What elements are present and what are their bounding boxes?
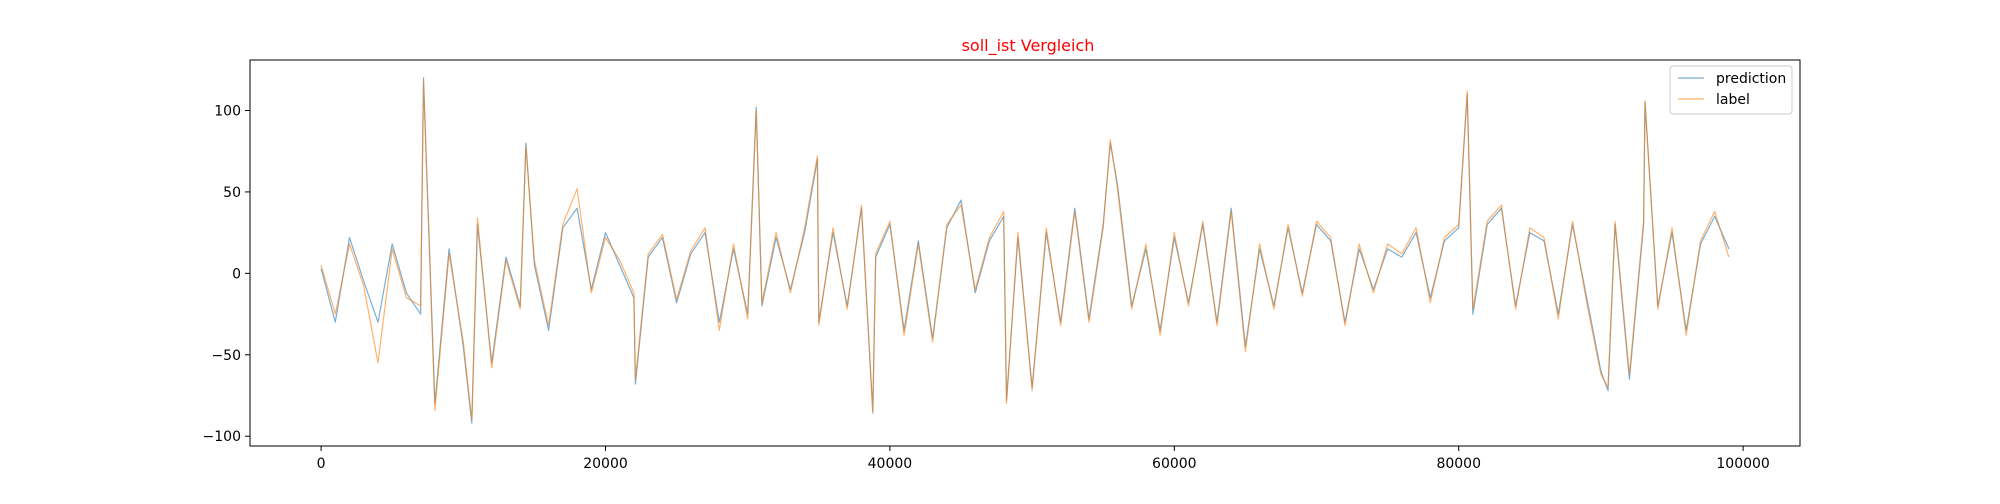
y-tick-label: 0 bbox=[232, 266, 241, 282]
series-line-label bbox=[320, 80, 1730, 421]
x-tick-label: 100000 bbox=[1716, 456, 1769, 472]
legend-label-label: label bbox=[1716, 92, 1750, 108]
y-tick-label: −100 bbox=[203, 429, 241, 445]
plot-frame bbox=[249, 59, 1801, 447]
y-tick-label: 100 bbox=[214, 103, 241, 119]
chart-title: soll_ist Vergleich bbox=[962, 36, 1095, 56]
y-tick-label: 50 bbox=[223, 185, 241, 201]
x-tick-label: 80000 bbox=[1436, 456, 1481, 472]
y-tick-label: −50 bbox=[211, 348, 241, 364]
x-tick-label: 60000 bbox=[1152, 456, 1197, 472]
legend-label-prediction: prediction bbox=[1716, 71, 1786, 87]
plot-area bbox=[320, 77, 1730, 424]
axes: 0 20000 40000 60000 80000 100000 −100 −50 0 50 100 bbox=[203, 103, 1770, 472]
x-tick-label: 0 bbox=[317, 456, 326, 472]
x-tick-label: 40000 bbox=[868, 456, 913, 472]
legend: prediction label bbox=[1669, 65, 1793, 115]
series-line-prediction bbox=[320, 77, 1730, 424]
x-tick-label: 20000 bbox=[583, 456, 628, 472]
